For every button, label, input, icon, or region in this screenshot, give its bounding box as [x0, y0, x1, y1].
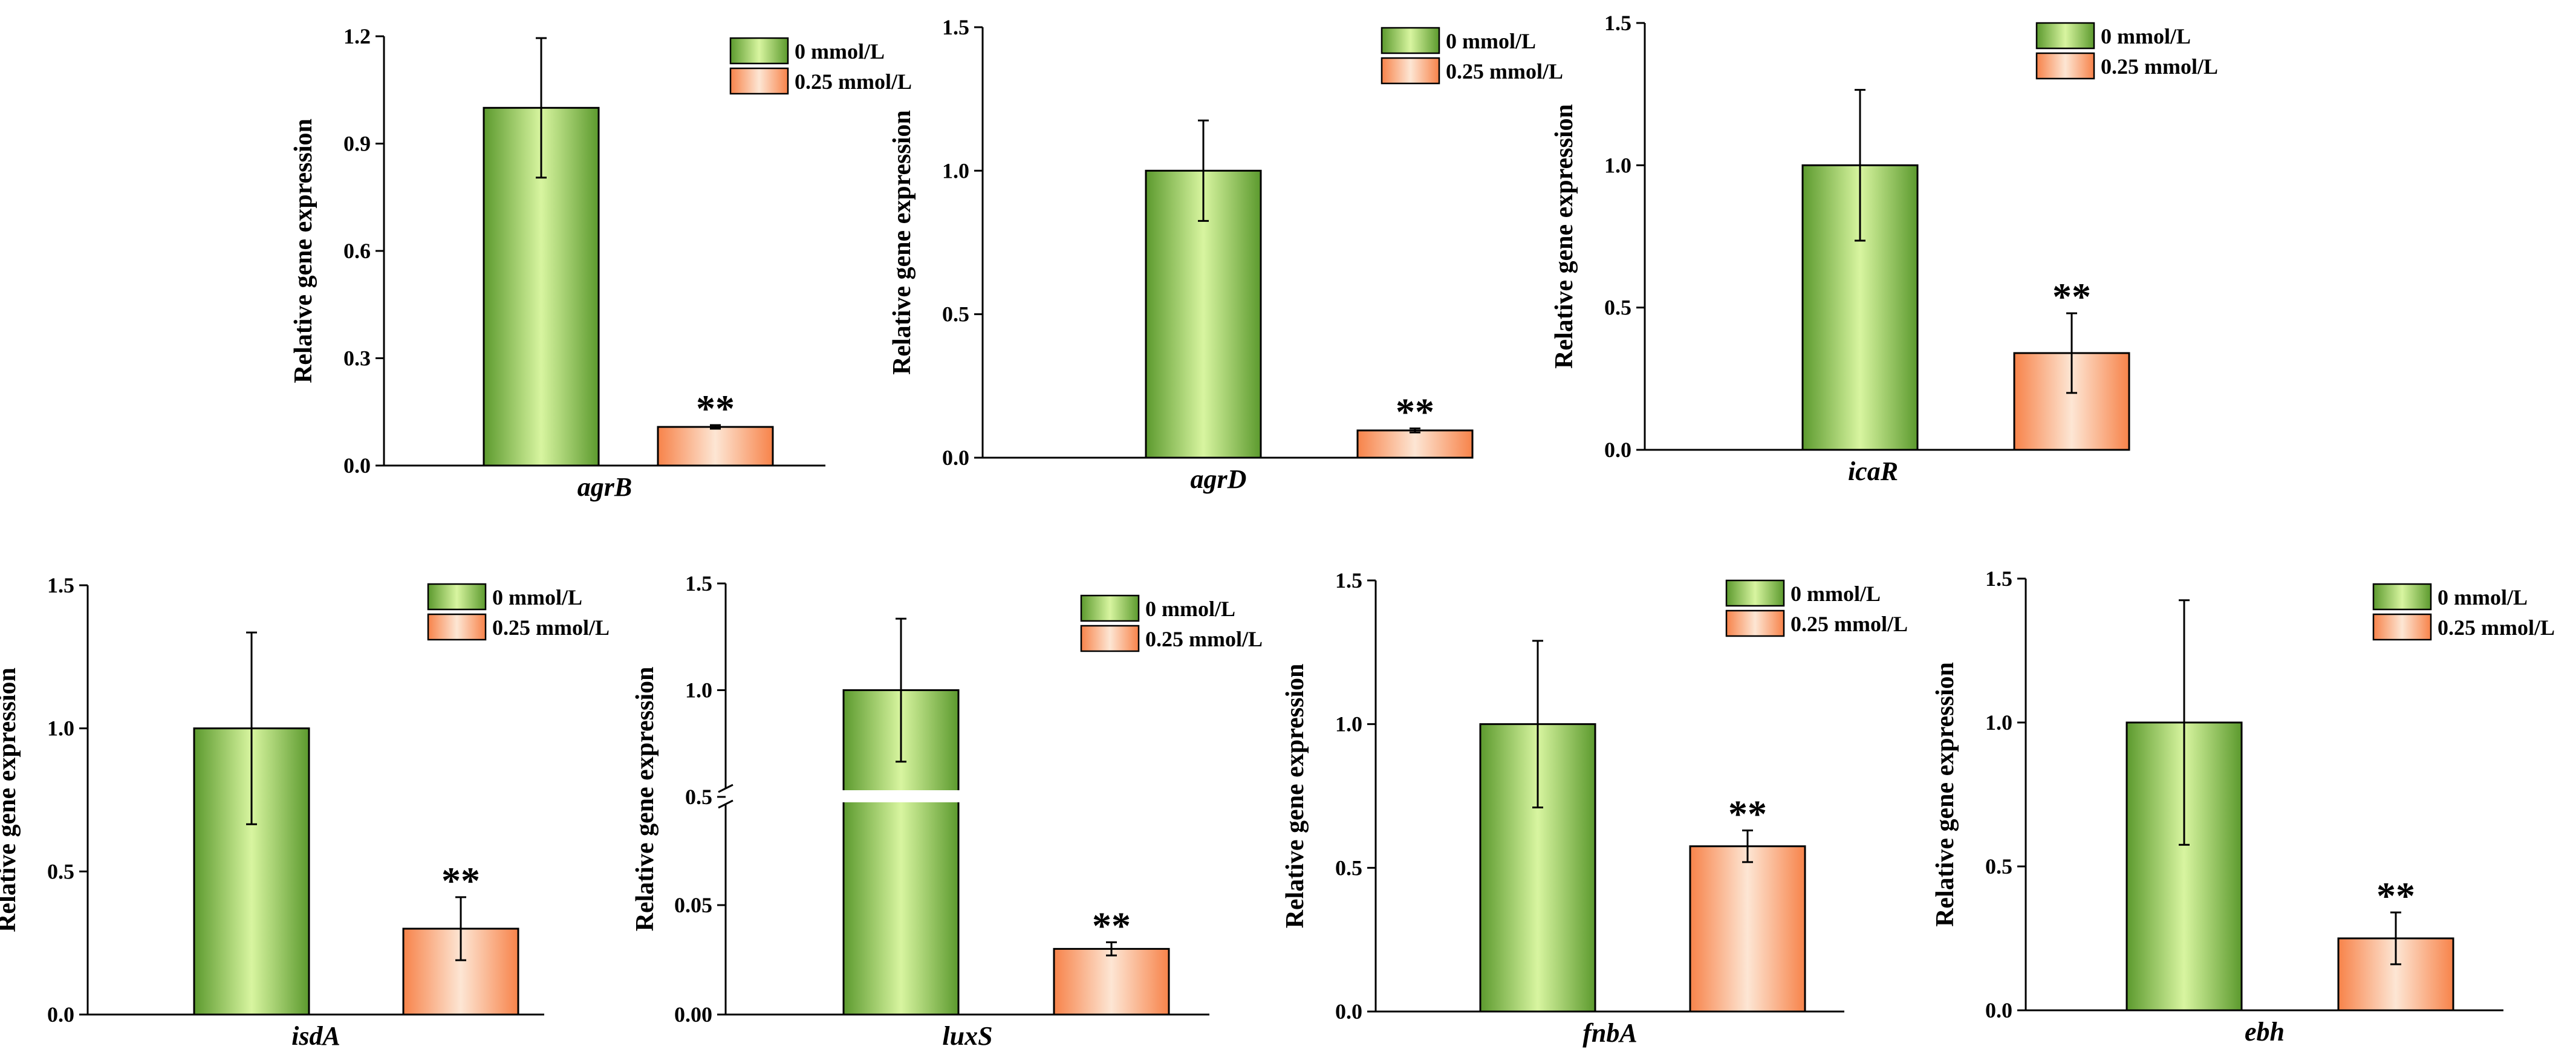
bar-treated [1053, 947, 1170, 1016]
y-tick-label: 0.00 [674, 1002, 712, 1027]
x-axis-label: agrB [577, 472, 632, 502]
y-tick-label: 1.0 [942, 158, 969, 183]
y-tick-label: 1.5 [942, 15, 969, 39]
significance-marker: ** [2052, 275, 2091, 318]
y-tick-label: 0.5 [47, 859, 74, 883]
x-axis-label: agrD [1191, 464, 1247, 494]
legend-label-control: 0 mmol/L [2101, 24, 2191, 48]
chart-panel-isdA: 0.0 0.5 1.0 1.5 Relative gene expression isdA… [0, 573, 610, 1049]
y-tick-label: 0.0 [1335, 999, 1362, 1024]
legend-label-treated: 0.25 mmol/L [492, 615, 610, 640]
x-axis-label: luxS [942, 1021, 992, 1049]
legend-label-treated: 0.25 mmol/L [2438, 615, 2555, 640]
chart-panel-agrD: 0.0 0.5 1.0 1.5 Relative gene expression agrD… [888, 15, 1563, 494]
x-axis-label: ebh [2245, 1017, 2285, 1047]
legend-label-treated: 0.25 mmol/L [795, 70, 912, 94]
significance-marker: ** [1728, 793, 1767, 836]
legend-swatch-treated [2372, 613, 2432, 641]
y-tick-label: 0.5 [1985, 854, 2012, 878]
bar-treated [1356, 429, 1474, 459]
chart-panel-agrB: 0.0 0.3 0.6 0.9 1.2 Relative gene expression a… [290, 24, 912, 502]
y-axis-label: Relative gene expression [888, 110, 916, 375]
y-tick-label: 0.3 [343, 346, 371, 371]
x-axis-label: fnbA [1582, 1018, 1637, 1048]
y-tick-label: 0.6 [343, 239, 371, 263]
y-tick-label: 1.2 [343, 24, 371, 48]
significance-marker: ** [696, 387, 735, 430]
y-tick-label: 1.0 [47, 716, 74, 741]
legend-label-control: 0 mmol/L [795, 39, 885, 63]
y-axis-label: Relative gene expression [1281, 664, 1309, 929]
legend-label-treated: 0.25 mmol/L [1145, 627, 1263, 651]
y-tick-label: 1.5 [1985, 567, 2012, 591]
legend-swatch-treated [1725, 609, 1785, 637]
legend-swatch-treated [1381, 57, 1440, 85]
bar-treated [1689, 845, 1806, 1013]
y-tick-label: 0.5 [1335, 856, 1362, 880]
axis-break-mark [718, 784, 733, 793]
x-axis-label: icaR [1848, 456, 1898, 486]
y-tick-label: 0.0 [47, 1002, 74, 1027]
legend-swatch-control [1381, 27, 1440, 54]
y-tick-label: 0.05 [674, 893, 712, 917]
bar-break-gap [842, 790, 960, 802]
legend-swatch-treated [1080, 625, 1140, 652]
y-axis-label: Relative gene expression [631, 667, 659, 932]
legend-swatch-control [1725, 579, 1785, 607]
y-tick-label: 1.5 [1335, 568, 1362, 593]
y-tick-label: 0.0 [942, 446, 969, 470]
legend-swatch-treated [2035, 52, 2095, 80]
y-tick-label: 0.9 [343, 132, 371, 156]
legend-label-control: 0 mmol/L [1791, 582, 1881, 606]
legend-swatch-control [729, 37, 789, 65]
y-tick-label: 1.5 [685, 571, 712, 596]
chart-panel-luxS: 0.00 0.05 0.5 1.0 1.5 Relative gene expressio… [631, 571, 1263, 1049]
chart-panel-icaR: 0.0 0.5 1.0 1.5 Relative gene expression icaR… [1550, 11, 2218, 486]
legend-swatch-control [2035, 22, 2095, 50]
y-tick-label: 0.5 [685, 785, 712, 809]
significance-marker: ** [441, 859, 480, 902]
legend-label-treated: 0.25 mmol/L [1446, 59, 1563, 83]
y-axis-label: Relative gene expression [1931, 662, 1959, 927]
bar-treated [657, 426, 774, 467]
y-tick-label: 1.5 [1604, 11, 1631, 35]
chart-panel-fnbA: 0.0 0.5 1.0 1.5 Relative gene expression fnbA… [1281, 568, 1908, 1048]
legend-swatch-control [2372, 583, 2432, 611]
legend-swatch-treated [427, 613, 487, 641]
x-axis-label: isdA [291, 1021, 340, 1049]
y-axis-label: Relative gene expression [290, 119, 317, 383]
legend-label-treated: 0.25 mmol/L [2101, 54, 2218, 79]
significance-marker: ** [2376, 874, 2415, 917]
y-tick-label: 0.0 [1604, 438, 1631, 462]
y-tick-label: 1.5 [47, 573, 74, 597]
legend-swatch-control [427, 583, 487, 611]
y-tick-label: 1.0 [685, 678, 712, 703]
chart-panel-ebh: 0.0 0.5 1.0 1.5 Relative gene expression ebh *… [1931, 567, 2555, 1047]
axis-break-mark [718, 799, 733, 809]
y-tick-label: 0.0 [1985, 998, 2012, 1022]
y-tick-label: 0.0 [343, 453, 371, 478]
significance-marker: ** [1396, 391, 1434, 434]
y-axis-label: Relative gene expression [1550, 104, 1578, 369]
y-tick-label: 1.0 [1335, 712, 1362, 736]
legend-label-control: 0 mmol/L [492, 585, 582, 609]
legend-swatch-treated [729, 67, 789, 95]
bar-treated [2337, 937, 2454, 1012]
y-tick-label: 0.5 [942, 302, 969, 326]
legend-label-control: 0 mmol/L [1145, 597, 1235, 621]
legend-label-control: 0 mmol/L [2438, 585, 2528, 609]
significance-marker: ** [1092, 904, 1131, 947]
y-tick-label: 0.5 [1604, 296, 1631, 320]
legend-swatch-control [1080, 594, 1140, 622]
legend-label-control: 0 mmol/L [1446, 29, 1536, 53]
y-tick-label: 1.0 [1985, 710, 2012, 735]
legend-label-treated: 0.25 mmol/L [1791, 612, 1908, 636]
y-tick-label: 1.0 [1604, 153, 1631, 177]
y-axis-label: Relative gene expression [0, 667, 21, 932]
